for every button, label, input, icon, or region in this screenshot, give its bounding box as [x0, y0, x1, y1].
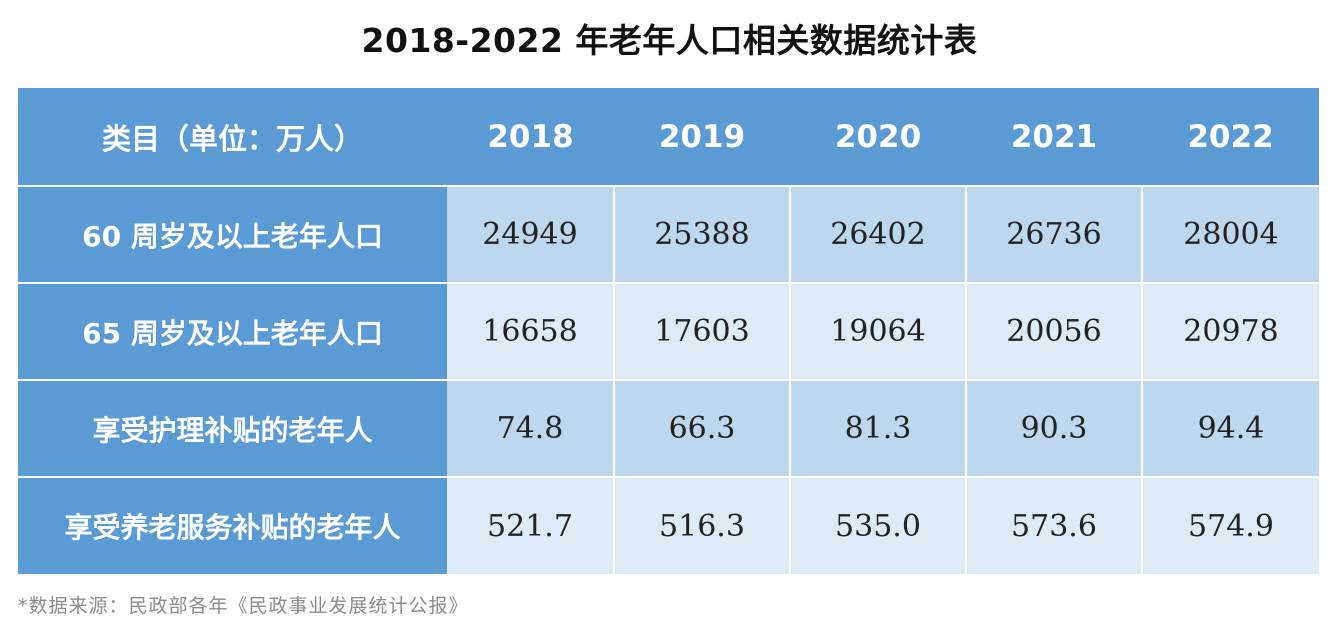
- statistics-table: 类目（单位：万人） 2018 2019 2020 2021 2022 60 周岁…: [18, 88, 1319, 574]
- row-label: 60 周岁及以上老年人口: [18, 186, 447, 284]
- table-cell: 94.4: [1142, 380, 1319, 478]
- table-cell: 28004: [1142, 186, 1319, 284]
- table-cell: 573.6: [966, 477, 1143, 574]
- table-cell: 25388: [614, 186, 791, 284]
- table-cell: 16658: [447, 283, 615, 381]
- table-cell: 74.8: [447, 380, 615, 478]
- table-cell: 26736: [966, 186, 1143, 284]
- year-header-2019: 2019: [614, 88, 790, 187]
- table-cell: 516.3: [614, 477, 791, 574]
- year-header-2020: 2020: [790, 88, 966, 187]
- category-header: 类目（单位：万人）: [18, 88, 447, 187]
- table-cell: 19064: [790, 283, 967, 381]
- table-cell: 20978: [1142, 283, 1319, 381]
- data-source-note: *数据来源：民政部各年《民政事业发展统计公报》: [18, 595, 469, 617]
- table-row: 65 周岁及以上老年人口 16658 17603 19064 20056 209…: [18, 283, 1319, 381]
- year-header-2022: 2022: [1142, 88, 1319, 187]
- table-cell: 20056: [966, 283, 1143, 381]
- table-cell: 81.3: [790, 380, 967, 478]
- table-cell: 17603: [614, 283, 791, 381]
- page-title: 2018-2022 年老年人口相关数据统计表: [361, 21, 978, 60]
- year-header-2021: 2021: [966, 88, 1142, 187]
- table-row: 享受护理补贴的老年人 74.8 66.3 81.3 90.3 94.4: [18, 380, 1319, 478]
- table-row: 60 周岁及以上老年人口 24949 25388 26402 26736 280…: [18, 186, 1319, 284]
- table-cell: 66.3: [614, 380, 791, 478]
- row-label: 享受护理补贴的老年人: [18, 380, 447, 478]
- table-cell: 24949: [447, 186, 615, 284]
- header-row: 类目（单位：万人） 2018 2019 2020 2021 2022: [18, 88, 1319, 187]
- table-cell: 574.9: [1142, 477, 1319, 574]
- table-cell: 521.7: [447, 477, 615, 574]
- row-label: 享受养老服务补贴的老年人: [18, 477, 447, 574]
- table-row: 享受养老服务补贴的老年人 521.7 516.3 535.0 573.6 574…: [18, 477, 1319, 574]
- year-header-2018: 2018: [447, 88, 614, 187]
- table-cell: 26402: [790, 186, 967, 284]
- table-cell: 535.0: [790, 477, 967, 574]
- row-label: 65 周岁及以上老年人口: [18, 283, 447, 381]
- table-cell: 90.3: [966, 380, 1143, 478]
